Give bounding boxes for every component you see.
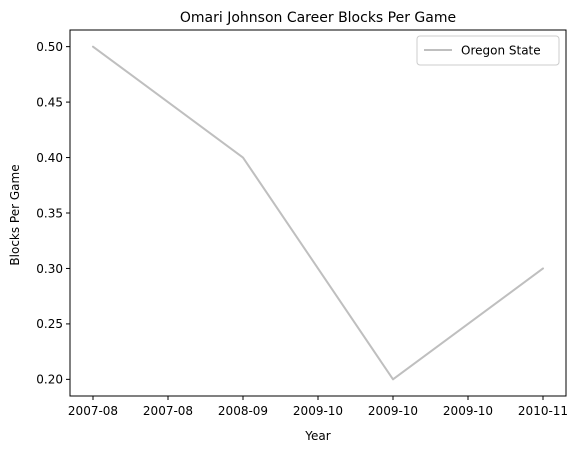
x-tick-label: 2007-08 [143, 404, 193, 418]
x-tick-label: 2008-09 [218, 404, 268, 418]
x-tick-label: 2007-08 [68, 404, 118, 418]
y-tick-label: 0.50 [36, 40, 63, 54]
series-layer [92, 45, 544, 381]
plot-frame [69, 29, 567, 397]
y-axis-ticks: 0.20 0.25 0.30 0.35 0.40 0.45 0.50 [36, 40, 70, 387]
x-axis-ticks: 2007-08 2007-08 2008-09 2009-10 2009-10 2009-… [68, 396, 568, 418]
x-tick-label: 2010-11 [518, 404, 568, 418]
x-axis-label: Year [304, 429, 330, 443]
x-tick-label: 2009-10 [293, 404, 343, 418]
legend-box [416, 35, 560, 66]
y-tick-label: 0.25 [36, 317, 63, 331]
x-tick-label: 2009-10 [443, 404, 493, 418]
x-tick-label: 2009-10 [368, 404, 418, 418]
y-tick-label: 0.35 [36, 206, 63, 220]
legend: Oregon State [416, 35, 560, 66]
chart-title: Omari Johnson Career Blocks Per Game [180, 10, 456, 26]
y-axis-label: Blocks Per Game [8, 164, 22, 265]
series-line-oregon-state [92, 45, 544, 381]
y-tick-label: 0.40 [36, 151, 63, 165]
y-tick-label: 0.30 [36, 262, 63, 276]
y-tick-label: 0.20 [36, 373, 63, 387]
legend-label-oregon-state: Oregon State [461, 44, 541, 58]
y-tick-label: 0.45 [36, 95, 63, 109]
